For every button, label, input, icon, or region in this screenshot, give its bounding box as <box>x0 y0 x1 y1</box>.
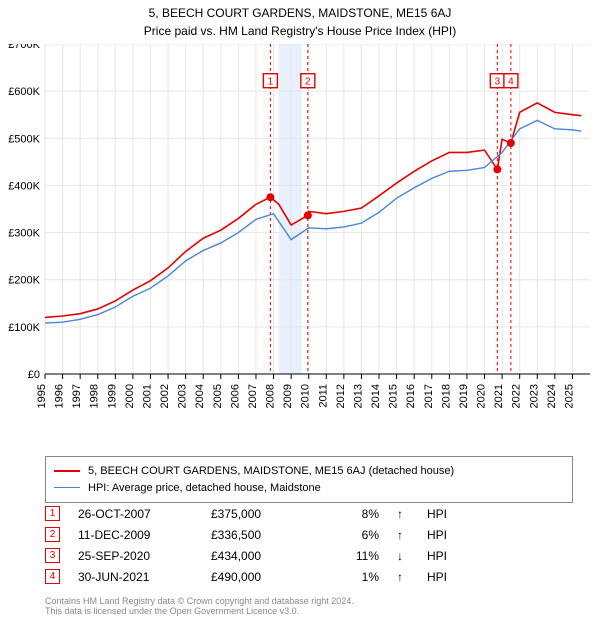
svg-text:2019: 2019 <box>458 384 470 408</box>
legend-item: HPI: Average price, detached house, Maid… <box>54 480 564 497</box>
svg-text:2013: 2013 <box>352 384 364 408</box>
transaction-row: 1 26-OCT-2007 £375,000 8% ↑ HPI <box>45 506 555 521</box>
svg-text:3: 3 <box>495 77 501 88</box>
svg-text:£100K: £100K <box>8 322 40 334</box>
legend-swatch <box>54 470 80 472</box>
svg-text:2003: 2003 <box>177 384 189 408</box>
svg-text:2007: 2007 <box>247 384 259 408</box>
transaction-price: £490,000 <box>211 570 301 584</box>
svg-text:£400K: £400K <box>8 180 40 192</box>
svg-text:1999: 1999 <box>106 384 118 408</box>
transaction-date: 26-OCT-2007 <box>78 507 193 521</box>
attribution-line: This data is licensed under the Open Gov… <box>45 606 555 616</box>
svg-text:2020: 2020 <box>476 384 488 408</box>
svg-text:2018: 2018 <box>440 384 452 408</box>
transaction-price: £336,500 <box>211 528 301 542</box>
transaction-row: 3 25-SEP-2020 £434,000 11% ↓ HPI <box>45 548 555 563</box>
svg-text:1997: 1997 <box>71 384 83 408</box>
transaction-arrow-icon: ↑ <box>397 507 409 521</box>
transaction-row: 4 30-JUN-2021 £490,000 1% ↑ HPI <box>45 569 555 584</box>
legend-label: 5, BEECH COURT GARDENS, MAIDSTONE, ME15 … <box>88 463 454 480</box>
svg-text:2008: 2008 <box>265 384 277 408</box>
svg-text:2014: 2014 <box>370 384 382 408</box>
chart-title-sub: Price paid vs. HM Land Registry's House … <box>0 20 600 38</box>
svg-text:2010: 2010 <box>300 384 312 408</box>
svg-text:£600K: £600K <box>8 86 40 98</box>
transaction-suffix: HPI <box>427 507 447 521</box>
transaction-suffix: HPI <box>427 549 447 563</box>
legend: 5, BEECH COURT GARDENS, MAIDSTONE, ME15 … <box>45 456 573 503</box>
svg-text:4: 4 <box>508 77 514 88</box>
legend-swatch <box>54 487 80 488</box>
svg-text:2000: 2000 <box>124 384 136 408</box>
svg-text:2016: 2016 <box>405 384 417 408</box>
transaction-pct: 11% <box>319 549 379 563</box>
transaction-arrow-icon: ↑ <box>397 528 409 542</box>
svg-text:2009: 2009 <box>282 384 294 408</box>
svg-text:2001: 2001 <box>141 384 153 408</box>
svg-text:2006: 2006 <box>229 384 241 408</box>
legend-label: HPI: Average price, detached house, Maid… <box>88 480 321 497</box>
transaction-price: £434,000 <box>211 549 301 563</box>
svg-text:2012: 2012 <box>335 384 347 408</box>
transaction-pct: 1% <box>319 570 379 584</box>
transaction-price: £375,000 <box>211 507 301 521</box>
svg-text:2022: 2022 <box>511 384 523 408</box>
svg-text:2002: 2002 <box>159 384 171 408</box>
svg-text:1: 1 <box>268 77 274 88</box>
transaction-date: 30-JUN-2021 <box>78 570 193 584</box>
svg-text:2023: 2023 <box>528 384 540 408</box>
svg-text:2024: 2024 <box>546 384 558 408</box>
transaction-badge: 4 <box>45 569 60 584</box>
svg-text:1998: 1998 <box>89 384 101 408</box>
legend-item: 5, BEECH COURT GARDENS, MAIDSTONE, ME15 … <box>54 463 564 480</box>
attribution-line: Contains HM Land Registry data © Crown c… <box>45 596 555 606</box>
svg-text:£200K: £200K <box>8 275 40 287</box>
transaction-date: 11-DEC-2009 <box>78 528 193 542</box>
transaction-arrow-icon: ↓ <box>397 549 409 563</box>
price-chart: £0 £100K £200K £300K £400K £500K £600K £700K 199… <box>0 44 600 450</box>
svg-text:2021: 2021 <box>493 384 505 408</box>
svg-text:£500K: £500K <box>8 133 40 145</box>
transaction-suffix: HPI <box>427 570 447 584</box>
transactions-table: 1 26-OCT-2007 £375,000 8% ↑ HPI 2 11-DEC-2009 £3… <box>45 506 555 590</box>
transaction-pct: 8% <box>319 507 379 521</box>
svg-text:2011: 2011 <box>317 384 329 408</box>
chart-title-address: 5, BEECH COURT GARDENS, MAIDSTONE, ME15 … <box>0 0 600 20</box>
svg-text:2005: 2005 <box>212 384 224 408</box>
page: 5, BEECH COURT GARDENS, MAIDSTONE, ME15 … <box>0 0 600 620</box>
transaction-badge: 2 <box>45 527 60 542</box>
transaction-arrow-icon: ↑ <box>397 570 409 584</box>
svg-text:£0: £0 <box>28 369 40 381</box>
transaction-row: 2 11-DEC-2009 £336,500 6% ↑ HPI <box>45 527 555 542</box>
svg-text:£300K: £300K <box>8 228 40 240</box>
svg-text:2017: 2017 <box>423 384 435 408</box>
transaction-pct: 6% <box>319 528 379 542</box>
svg-text:2025: 2025 <box>563 384 575 408</box>
svg-text:1996: 1996 <box>54 384 66 408</box>
transaction-badge: 1 <box>45 506 60 521</box>
attribution: Contains HM Land Registry data © Crown c… <box>45 596 555 617</box>
svg-text:1995: 1995 <box>36 384 48 408</box>
svg-text:2: 2 <box>305 77 311 88</box>
transaction-date: 25-SEP-2020 <box>78 549 193 563</box>
transaction-badge: 3 <box>45 548 60 563</box>
svg-text:£700K: £700K <box>8 44 40 51</box>
svg-text:2004: 2004 <box>194 384 206 408</box>
transaction-suffix: HPI <box>427 528 447 542</box>
svg-text:2015: 2015 <box>388 384 400 408</box>
